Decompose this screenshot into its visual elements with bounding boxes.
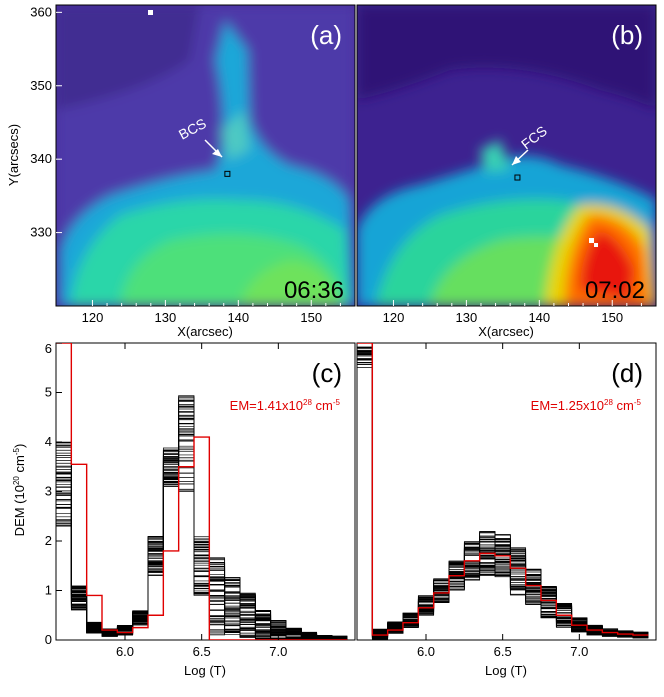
panel-c-em: EM=1.41x1028 cm-5 [230,398,341,413]
panel-d-mc-curve [357,350,649,634]
panel-d-em: EM=1.25x1028 cm-5 [531,398,642,413]
panel-b-xtick-label: 140 [528,310,550,325]
panel-a-ylabel: Y(arcsecs) [6,124,21,186]
panel-c-xtick-label: 6.0 [116,644,134,659]
panel-a [55,4,356,307]
panel-c-mc-curve [56,472,348,640]
panel-c-ytick-label: 1 [45,583,52,598]
panel-b-label: (b) [611,20,643,50]
panel-d-mc-curve [357,358,649,638]
panel-d-xtick-label: 7.0 [570,644,588,659]
panel-a-marker [224,170,231,177]
panel-c-ytick-label: 6 [45,341,52,356]
panel-d [356,342,657,641]
panel-d-best-fit [357,343,649,636]
panel-a-xtick-label: 120 [82,310,104,325]
panel-d-label: (d) [611,358,643,388]
panel-c-best-fit [56,343,348,640]
panel-a-ytick-label: 360 [30,4,52,19]
panel-b-xtick-label: 120 [383,310,405,325]
panel-d-curves [357,343,649,640]
panel-a-label: (a) [310,20,342,50]
panel-b-xlabel: X(arcsec) [478,324,534,339]
panel-a-image [56,5,355,306]
panel-a-xlabel: X(arcsec) [177,324,233,339]
panel-a-xtick-label: 130 [155,310,177,325]
panel-d-mc-curve [371,343,649,638]
panel-c-curves [56,343,348,640]
panel-a-xtick-label: 140 [227,310,249,325]
bcs-arrowhead [212,149,222,157]
panel-b-xtick-label: 150 [601,310,623,325]
panel-b [356,4,657,307]
panel-c-label: (c) [312,358,342,388]
panel-a-xtick-label: 150 [300,310,322,325]
panel-d-mc-curve [371,343,649,638]
panel-a-time: 06:36 [284,277,344,304]
panel-b-xtick-label: 130 [456,310,478,325]
panel-d-xlabel: Log (T) [485,663,527,678]
panel-c [55,342,356,641]
panel-c-xlabel: Log (T) [184,663,226,678]
panel-a-ytick-label: 350 [30,78,52,93]
panel-d-mc-curve [357,347,649,637]
panel-b-image [357,5,656,306]
panel-d-mc-curve [357,359,649,640]
panel-c-ylabel: DEM (1020 cm-5) [12,444,27,537]
panel-c-ytick-label: 4 [45,434,52,449]
fcs-arrowhead [512,156,521,165]
panel-b-marker [514,174,521,181]
panel-c-mc-curve [56,459,348,640]
panel-d-xtick-label: 6.5 [494,644,512,659]
panel-c-xtick-label: 6.5 [193,644,211,659]
panel-a-ytick-label: 340 [30,151,52,166]
panel-a-ytick-label: 330 [30,225,52,240]
panel-b-time: 07:02 [585,277,645,304]
panel-c-ytick-label: 2 [45,533,52,548]
panel-d-xtick-label: 6.0 [417,644,435,659]
panel-c-mc-curve [56,406,348,640]
panel-c-ytick-label: 0 [45,632,52,647]
panel-c-ytick-label: 3 [45,484,52,499]
panel-c-mc-curve [56,460,348,640]
panel-c-xtick-label: 7.0 [269,644,287,659]
panel-c-ytick-label: 5 [45,385,52,400]
panel-d-mc-curve [357,358,649,638]
